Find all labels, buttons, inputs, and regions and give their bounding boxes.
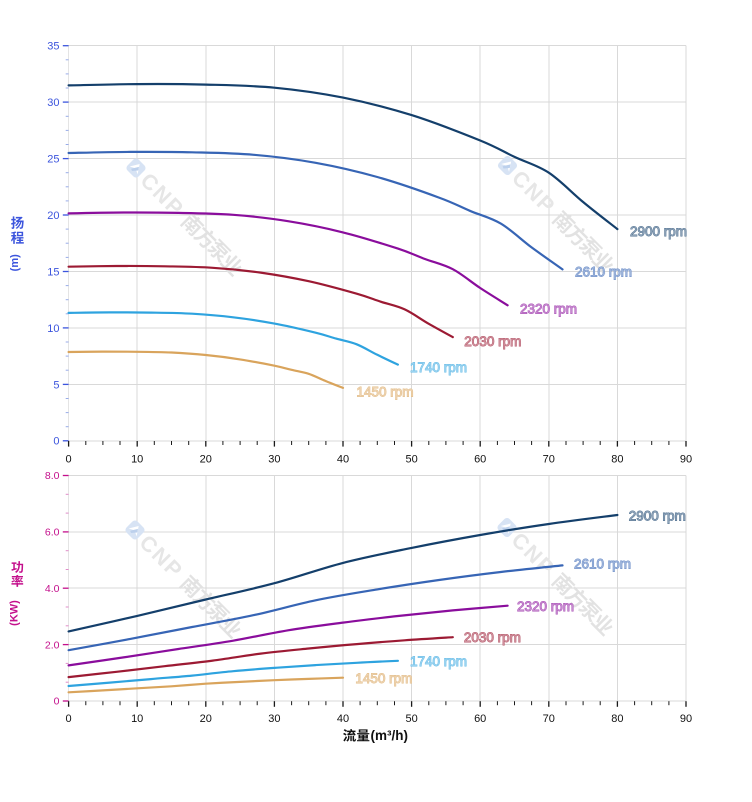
svg-text:6.0: 6.0 [45,527,60,539]
svg-text:40: 40 [337,713,349,725]
svg-text:1740 rpm: 1740 rpm [410,654,467,669]
svg-text:10: 10 [131,453,143,465]
svg-text:60: 60 [474,713,486,725]
svg-text:2900 rpm: 2900 rpm [630,224,687,239]
svg-text:80: 80 [611,453,623,465]
svg-text:25: 25 [47,154,59,166]
svg-text:70: 70 [543,453,555,465]
svg-text:2900 rpm: 2900 rpm [629,508,686,523]
svg-text:30: 30 [47,97,59,109]
svg-text:1450 rpm: 1450 rpm [355,671,412,686]
svg-text:(m³/h): (m³/h) [371,728,409,743]
svg-text:(KW): (KW) [9,600,21,626]
svg-text:10: 10 [131,713,143,725]
svg-text:0: 0 [66,453,72,465]
svg-text:8.0: 8.0 [45,470,60,482]
svg-text:0: 0 [53,436,59,448]
svg-text:2610 rpm: 2610 rpm [574,557,631,572]
svg-text:1740 rpm: 1740 rpm [410,360,467,375]
svg-text:10: 10 [47,323,59,335]
svg-text:40: 40 [337,453,349,465]
svg-text:0: 0 [66,713,72,725]
svg-text:15: 15 [47,266,59,278]
svg-text:(m): (m) [9,254,21,271]
svg-text:5: 5 [53,379,59,391]
svg-text:30: 30 [268,453,280,465]
svg-text:1450 rpm: 1450 rpm [357,384,414,399]
svg-text:80: 80 [611,713,623,725]
svg-text:30: 30 [268,713,280,725]
svg-text:2320 rpm: 2320 rpm [520,302,577,317]
svg-text:70: 70 [543,713,555,725]
svg-text:2030 rpm: 2030 rpm [464,630,521,645]
svg-text:50: 50 [405,713,417,725]
svg-text:2320 rpm: 2320 rpm [517,599,574,614]
svg-text:35: 35 [47,41,59,53]
svg-text:2.0: 2.0 [45,639,60,651]
svg-text:2030 rpm: 2030 rpm [464,334,521,349]
svg-text:20: 20 [47,210,59,222]
svg-text:90: 90 [680,713,692,725]
svg-text:50: 50 [405,453,417,465]
svg-text:90: 90 [680,453,692,465]
svg-text:20: 20 [200,453,212,465]
svg-text:20: 20 [200,713,212,725]
svg-text:0: 0 [54,696,60,708]
svg-text:60: 60 [474,453,486,465]
svg-text:4.0: 4.0 [45,583,60,595]
svg-text:2610 rpm: 2610 rpm [575,265,632,280]
